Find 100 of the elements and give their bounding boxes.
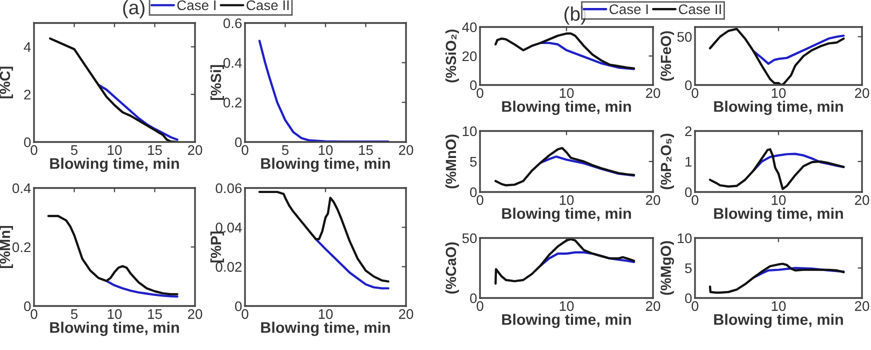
- x-axis-title: Blowing time, min: [261, 322, 390, 336]
- y-axis-title: (%P₂O₅): [660, 134, 674, 190]
- y-tick-label: 40: [462, 22, 477, 32]
- x-tick-label: 5: [70, 145, 78, 155]
- chart-title: (a): [123, 0, 144, 18]
- x-tick-label: 20: [854, 88, 870, 98]
- y-tick-label: 20: [462, 51, 477, 62]
- x-tick-label: 15: [148, 145, 162, 155]
- x-tick-label: 0: [476, 195, 484, 205]
- y-axis-title: (%MgO): [660, 241, 674, 295]
- line-series: [258, 40, 390, 142]
- x-axis-title: Blowing time, min: [502, 208, 631, 222]
- y-axis-title: [%Si]: [210, 65, 224, 100]
- y-tick-label: 0.2: [223, 98, 242, 108]
- line-series: [494, 146, 636, 186]
- x-tick-label: 10: [772, 301, 786, 311]
- x-tick-label: 20: [646, 195, 660, 205]
- line-series: [539, 42, 636, 70]
- x-tick-label: 0: [692, 195, 698, 205]
- y-tick-label: 5: [685, 263, 692, 274]
- legend-label: Case II: [246, 0, 289, 10]
- y-tick-label: 0: [470, 293, 477, 304]
- line-series: [494, 32, 636, 70]
- x-axis-title: Blowing time, min: [50, 322, 179, 336]
- y-axis-title: (%MnO): [445, 134, 459, 188]
- x-tick-label: 10: [560, 301, 574, 311]
- x-tick-label: 5: [70, 309, 78, 319]
- x-axis-title: Blowing time, min: [502, 100, 631, 116]
- line-series: [539, 156, 636, 177]
- x-tick-label: 10: [318, 145, 333, 155]
- line-series: [47, 214, 178, 296]
- y-tick-label: 0: [685, 293, 692, 304]
- x-tick-label: 10: [108, 309, 122, 319]
- y-tick-label: 10: [462, 126, 477, 136]
- x-tick-label: 5: [282, 145, 289, 155]
- y-tick-label: 0: [235, 137, 242, 148]
- y-tick-label: 0.06: [216, 183, 242, 194]
- legend-label: Case I: [610, 4, 648, 14]
- x-tick-label: 0: [242, 145, 248, 155]
- x-tick-label: 0: [476, 301, 484, 311]
- line-series: [708, 262, 845, 294]
- x-tick-label: 0: [30, 145, 38, 155]
- line-series: [258, 190, 390, 283]
- x-tick-label: 20: [646, 301, 660, 311]
- x-tick-label: 15: [359, 145, 373, 155]
- y-tick-label: 0.4: [223, 58, 242, 68]
- y-tick-label: 10: [678, 233, 692, 244]
- x-axis-title: Blowing time, min: [714, 100, 843, 116]
- x-tick-label: 20: [854, 301, 870, 311]
- x-axis-title: Blowing time, min: [714, 314, 843, 328]
- x-axis-title: Blowing time, min: [50, 158, 179, 172]
- y-tick-label: 0.04: [216, 222, 242, 233]
- x-tick-label: 20: [188, 309, 202, 319]
- y-tick-label: 4: [24, 42, 31, 52]
- y-tick-label: 50: [462, 233, 477, 244]
- legend-label: Case I: [177, 0, 216, 10]
- x-axis-title: Blowing time, min: [261, 158, 390, 172]
- x-tick-label: 20: [646, 88, 660, 98]
- x-tick-label: 0: [30, 309, 38, 319]
- x-tick-label: 10: [772, 195, 786, 205]
- x-tick-label: 10: [560, 88, 574, 98]
- y-tick-label: 0.02: [216, 262, 242, 272]
- x-tick-label: 15: [148, 309, 162, 319]
- line-series: [494, 238, 636, 285]
- y-tick-label: 0: [470, 187, 477, 198]
- x-axis-title: Blowing time, min: [502, 314, 631, 328]
- x-tick-label: 20: [398, 309, 414, 319]
- chart-title: (b): [564, 6, 586, 25]
- x-tick-label: 0: [692, 301, 698, 311]
- x-tick-label: 0: [242, 309, 248, 319]
- y-tick-label: 0.2: [12, 242, 31, 252]
- y-tick-label: 0: [470, 80, 477, 90]
- x-tick-label: 0: [692, 88, 698, 98]
- y-axis-title: (%FeO): [660, 31, 674, 81]
- line-series: [752, 266, 845, 279]
- y-tick-label: 2: [685, 126, 692, 136]
- line-series: [48, 37, 178, 142]
- y-axis-title: (%SiO₂): [445, 30, 459, 82]
- line-series: [314, 238, 390, 290]
- legend-label: Case II: [678, 4, 721, 14]
- line-series: [97, 84, 178, 141]
- y-tick-label: 0: [685, 187, 692, 198]
- y-tick-label: 0: [24, 137, 31, 148]
- y-tick-label: 0: [685, 80, 692, 90]
- y-axis-title: [%P]: [210, 232, 224, 262]
- line-series: [708, 148, 845, 190]
- x-tick-label: 20: [854, 195, 870, 205]
- x-tick-label: 0: [476, 88, 484, 98]
- line-series: [105, 280, 178, 298]
- x-tick-label: 10: [772, 88, 786, 98]
- y-tick-label: 1: [686, 156, 692, 167]
- x-axis-title: Blowing time, min: [714, 208, 843, 222]
- line-series: [708, 28, 845, 85]
- x-tick-label: 10: [560, 195, 574, 205]
- x-tick-label: 20: [188, 145, 202, 155]
- y-tick-label: 0.6: [223, 18, 242, 28]
- x-tick-label: 20: [398, 145, 414, 155]
- line-series: [752, 34, 845, 65]
- y-tick-label: 0.4: [12, 183, 31, 194]
- y-axis-title: (%CaO): [445, 242, 459, 294]
